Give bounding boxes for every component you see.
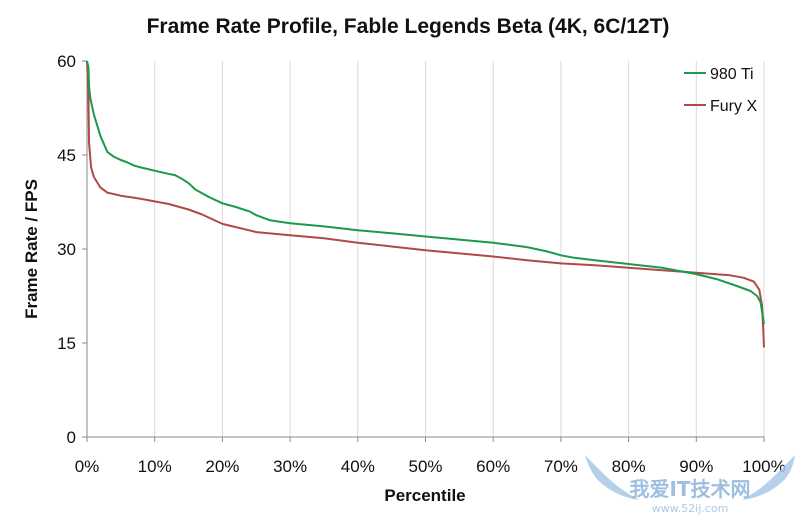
x-tick-label-40: 40%	[341, 457, 375, 476]
watermark: 我爱IT技术网 www.52ij.com	[585, 455, 795, 515]
x-tick-label-0: 0%	[75, 457, 100, 476]
series-line-fury-x	[86, 60, 765, 348]
y-axis-title: Frame Rate / FPS	[22, 179, 41, 319]
x-tick-label-50: 50%	[408, 457, 442, 476]
x-axis-ticks: 0% 10% 20% 30% 40% 50% 60% 70% 80% 90% 100%	[75, 437, 786, 476]
x-tick-label-60: 60%	[476, 457, 510, 476]
y-tick-label-15: 15	[57, 334, 76, 353]
legend-label-980-ti: 980 Ti	[710, 66, 754, 83]
x-axis-title: Percentile	[384, 486, 465, 505]
y-axis-ticks: 0 15 30 45 60	[57, 52, 87, 447]
vertical-gridlines	[154, 61, 765, 437]
x-tick-label-70: 70%	[544, 457, 578, 476]
x-tick-label-30: 30%	[273, 457, 307, 476]
x-tick-label-100: 100%	[742, 457, 785, 476]
chart-title: Frame Rate Profile, Fable Legends Beta (…	[147, 15, 670, 38]
x-tick-label-80: 80%	[612, 457, 646, 476]
legend-label-fury-x: Fury X	[710, 98, 757, 115]
x-tick-label-90: 90%	[679, 457, 713, 476]
y-tick-label-60: 60	[57, 52, 76, 71]
watermark-wing-icon	[585, 455, 640, 500]
watermark-url: www.52ij.com	[652, 502, 729, 515]
watermark-text: 我爱IT技术网	[629, 477, 750, 501]
x-tick-label-10: 10%	[138, 457, 172, 476]
y-tick-label-30: 30	[57, 240, 76, 259]
x-tick-label-20: 20%	[205, 457, 239, 476]
y-tick-label-45: 45	[57, 146, 76, 165]
series-line-980-ti	[86, 60, 765, 325]
watermark-wing-icon-right	[742, 455, 795, 500]
legend: 980 Ti Fury X	[684, 66, 757, 115]
y-tick-label-0: 0	[67, 428, 76, 447]
series-lines	[86, 60, 765, 348]
